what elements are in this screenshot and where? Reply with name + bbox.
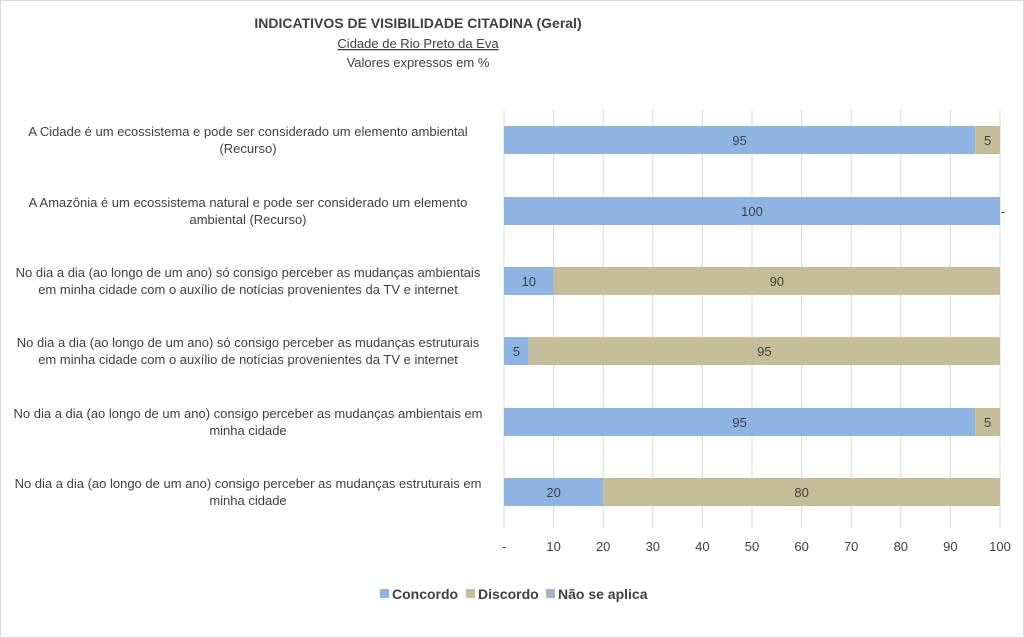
bar-segment-discordo — [528, 337, 1000, 365]
category-label-line: A Cidade é um ecossistema e pode ser con… — [28, 124, 467, 139]
data-label: 10 — [522, 274, 536, 289]
chart-title: INDICATIVOS DE VISIBILIDADE CITADINA (Ge… — [254, 15, 581, 31]
legend: Concordo Discordo Não se aplica — [380, 586, 648, 602]
data-label: 90 — [770, 274, 784, 289]
category-label-line: ambiental (Recurso) — [189, 212, 306, 227]
x-tick-label: 90 — [943, 539, 957, 554]
category-label-line: minha cidade — [209, 423, 286, 438]
category-label-line: No dia a dia (ao longo de um ano) consig… — [15, 476, 482, 491]
data-label: 95 — [732, 415, 746, 430]
x-tick-label: 100 — [989, 539, 1011, 554]
x-tick-label: - — [502, 539, 506, 554]
legend-swatch — [380, 589, 389, 598]
legend-label: Discordo — [478, 586, 539, 602]
data-label: 80 — [794, 485, 808, 500]
category-label: A Cidade é um ecossistema e pode ser con… — [28, 124, 467, 156]
category-label: A Amazônia é um ecossistema natural e po… — [29, 195, 468, 227]
data-label: 5 — [984, 415, 991, 430]
data-label: 95 — [757, 344, 771, 359]
x-tick-label: 70 — [844, 539, 858, 554]
category-label-line: em minha cidade com o auxílio de notícia… — [38, 352, 458, 367]
legend-label: Concordo — [392, 586, 458, 602]
category-label-line: em minha cidade com o auxílio de notícia… — [38, 282, 458, 297]
bar-segment-concordo — [504, 478, 604, 506]
category-label-line: (Recurso) — [219, 141, 276, 156]
category-label-line: No dia a dia (ao longo de um ano) só con… — [17, 335, 480, 350]
x-tick-label: 50 — [745, 539, 759, 554]
legend-label: Não se aplica — [558, 586, 648, 602]
chart-subtitle-city: Cidade de Rio Preto da Eva — [337, 36, 499, 51]
legend-swatch — [466, 589, 475, 598]
data-label: 20 — [546, 485, 560, 500]
category-labels: A Cidade é um ecossistema e pode ser con… — [14, 124, 483, 508]
grid-lines — [503, 110, 1001, 528]
legend-swatch — [546, 589, 555, 598]
x-tick-label: 40 — [695, 539, 709, 554]
bar-segment-concordo — [504, 408, 976, 436]
category-label: No dia a dia (ao longo de um ano) só con… — [16, 265, 481, 297]
category-label-line: A Amazônia é um ecossistema natural e po… — [29, 195, 468, 210]
category-label-line: No dia a dia (ao longo de um ano) só con… — [16, 265, 481, 280]
bars: 95 5 100 - 10 90 5 95 95 5 20 80 — [504, 126, 1005, 506]
category-label: No dia a dia (ao longo de um ano) só con… — [17, 335, 480, 367]
data-label: 95 — [732, 133, 746, 148]
bar-segment-discordo — [975, 126, 1000, 154]
bar-segment-discordo — [975, 408, 1000, 436]
bar-segment-concordo — [504, 337, 529, 365]
category-label: No dia a dia (ao longo de um ano) consig… — [15, 476, 482, 508]
category-label-line: minha cidade — [209, 493, 286, 508]
x-tick-label: 30 — [646, 539, 660, 554]
x-tick-label: 60 — [794, 539, 808, 554]
category-label-line: No dia a dia (ao longo de um ano) consig… — [14, 406, 483, 421]
x-tick-label: 20 — [596, 539, 610, 554]
bar-segment-concordo — [504, 126, 976, 154]
x-tick-label: 10 — [546, 539, 560, 554]
chart-titles: INDICATIVOS DE VISIBILIDADE CITADINA (Ge… — [254, 15, 581, 70]
bar-segment-discordo — [603, 478, 1000, 506]
chart-subtitle-units: Valores expressos em % — [347, 55, 490, 70]
bar-segment-concordo — [504, 197, 1000, 225]
data-label: - — [1001, 204, 1005, 219]
bar-segment-concordo — [504, 267, 554, 295]
x-tick-label: 80 — [894, 539, 908, 554]
data-label: 5 — [984, 133, 991, 148]
category-label: No dia a dia (ao longo de um ano) consig… — [14, 406, 483, 438]
bar-segment-discordo — [553, 267, 1000, 295]
data-label: 5 — [513, 344, 520, 359]
data-label: 100 — [741, 204, 763, 219]
x-axis-ticks: - 10 20 30 40 50 60 70 80 90 100 — [502, 539, 1011, 554]
